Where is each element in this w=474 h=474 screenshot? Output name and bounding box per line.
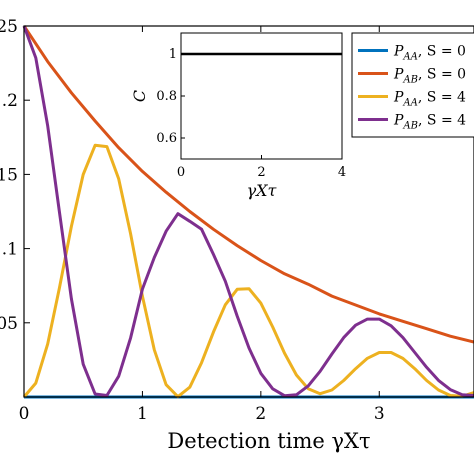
y-tick-label: .25 xyxy=(0,17,18,37)
inset-x-tick-label: 0 xyxy=(177,165,185,180)
y-tick-label: .15 xyxy=(0,165,18,185)
x-tick-label: 2 xyxy=(255,404,266,424)
legend-entry: PAB, S = 0 xyxy=(358,67,466,86)
inset-x-ticks: 0 2 4 xyxy=(177,155,346,180)
legend-label: PAA, S = 4 xyxy=(393,90,466,109)
y-tick-label: .1 xyxy=(2,240,18,260)
inset-x-tick-label: 2 xyxy=(257,165,265,180)
inset-y-tick-label: 1 xyxy=(169,47,177,62)
legend: PAA, S = 0 PAB, S = 0 PAA, S = 4 PAB, S = 4 xyxy=(351,32,474,138)
legend-entry: PAA, S = 4 xyxy=(358,90,466,109)
legend-items: PAA, S = 0 PAB, S = 0 PAA, S = 4 PAB, S = 4 xyxy=(358,44,466,132)
legend-label: PAA, S = 0 xyxy=(393,44,466,63)
series-line-2 xyxy=(22,25,474,344)
inset-y-axis-label: C xyxy=(130,90,149,102)
inset-x-tick-label: 4 xyxy=(338,165,346,180)
legend-label: PAB, S = 4 xyxy=(393,113,466,132)
main-x-ticks: 0 1 2 3 xyxy=(19,26,385,424)
inset-y-tick-label: 0.8 xyxy=(156,89,177,104)
legend-entry: PAA, S = 0 xyxy=(358,44,466,63)
inset-background xyxy=(181,33,342,159)
x-tick-label: 3 xyxy=(374,404,385,424)
main-y-ticks: .05 .1 .15 .2 .25 xyxy=(0,17,30,334)
inset-y-tick-label: 0.6 xyxy=(156,131,177,146)
series-line-4 xyxy=(22,25,474,398)
legend-entry: PAB, S = 4 xyxy=(358,113,466,132)
main-axes-frame xyxy=(23,25,474,398)
main-x-axis-label: Detection time γXτ xyxy=(167,429,370,453)
legend-label: PAB, S = 0 xyxy=(393,67,466,86)
y-tick-label: .05 xyxy=(0,314,18,334)
series-line-3 xyxy=(22,143,474,399)
x-tick-label: 1 xyxy=(137,404,148,424)
main-plot: 0 1 2 3 .05 .1 .15 .2 .25 Detection time γXτ xyxy=(0,17,474,453)
y-tick-label: .2 xyxy=(2,91,18,111)
inset-plot: 0 2 4 0.6 0.8 1 γXτ C xyxy=(130,32,346,200)
inset-y-ticks: 0.6 0.8 1 xyxy=(156,47,185,146)
x-tick-label: 0 xyxy=(19,404,30,424)
inset-x-axis-label: γXτ xyxy=(247,181,278,200)
